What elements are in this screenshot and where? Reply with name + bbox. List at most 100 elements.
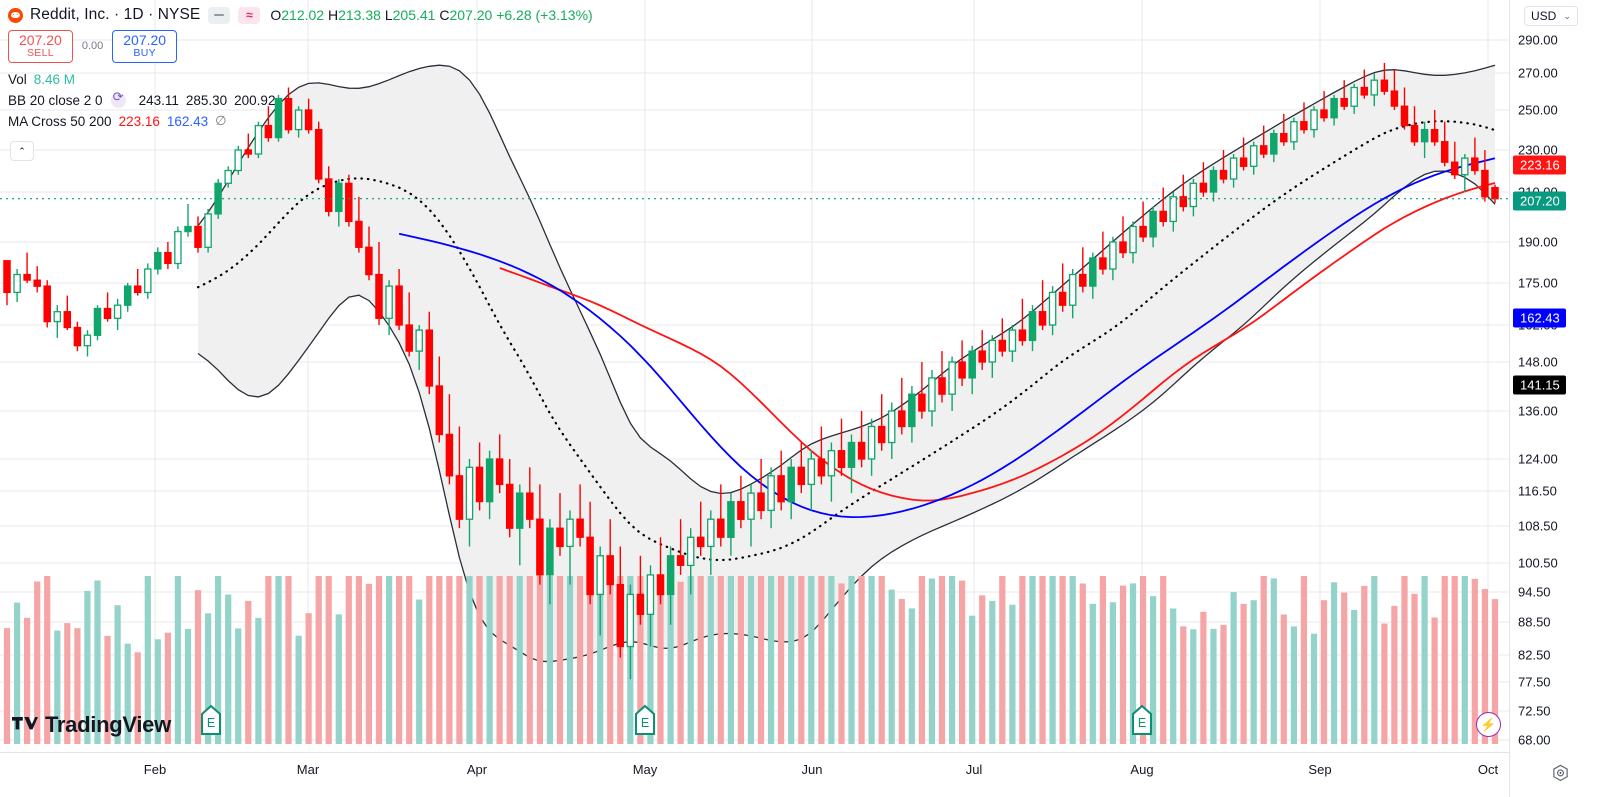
volume-bar [255, 617, 262, 744]
candlesticks [3, 62, 1499, 680]
candle-body [1119, 241, 1127, 254]
candle-body [1350, 86, 1358, 107]
time-tick: Apr [466, 762, 488, 777]
volume-bar [1200, 611, 1207, 744]
volume-bar [587, 576, 594, 744]
candle-body [887, 410, 896, 444]
candle-body [475, 466, 484, 503]
price-badge[interactable]: 223.16 [1513, 155, 1566, 175]
volume-bar [466, 576, 473, 744]
volume-bar [597, 576, 604, 744]
candle-body [616, 583, 625, 648]
volume-bar [1019, 576, 1026, 744]
price-badge[interactable]: 141.15 [1513, 375, 1566, 395]
candle-body [1099, 257, 1107, 270]
volume-bar [657, 576, 664, 744]
volume-bar [727, 576, 734, 744]
candle-body [274, 97, 283, 139]
price-tick: 77.50 [1518, 674, 1551, 690]
volume-bar [1461, 576, 1468, 744]
price-tick: 100.50 [1518, 555, 1558, 571]
volume-bar [1150, 596, 1157, 744]
candle-body [928, 377, 936, 412]
volume-bar [577, 576, 584, 744]
volume-bar [44, 576, 51, 744]
candle-body [234, 149, 242, 172]
candle-body [998, 339, 1007, 352]
volume-bar [1260, 576, 1267, 744]
candle-body [606, 555, 614, 586]
candle-body [1129, 225, 1137, 254]
volume-bar [245, 600, 252, 744]
candle-body [1259, 145, 1268, 155]
volume-bar [194, 590, 202, 744]
volume-bar [1290, 626, 1297, 744]
volume-bar [1471, 578, 1478, 744]
price-tick: 88.50 [1518, 614, 1551, 630]
price-tick: 108.50 [1518, 518, 1558, 534]
volume-bar [295, 635, 302, 744]
candle-body [1018, 329, 1027, 342]
candle-body [23, 273, 31, 281]
volume-bar [84, 590, 91, 744]
candle-body [807, 458, 816, 486]
candle-body [1089, 257, 1097, 287]
volume-bar [14, 602, 21, 744]
candle-body [737, 501, 745, 520]
candle-body [636, 593, 645, 615]
volume-bar [114, 605, 121, 744]
earnings-label: E [641, 716, 649, 730]
candle-body [827, 450, 836, 477]
candle-body [596, 555, 604, 596]
volume-bar [1320, 600, 1328, 744]
time-axis[interactable]: Feb Mar Apr May Jun Jul Aug Sep Oct [0, 752, 1609, 797]
volume-bar [647, 576, 654, 744]
volume-bar [757, 576, 765, 744]
candle-body [988, 339, 997, 363]
time-tick: Jul [965, 762, 983, 777]
candle-body [1008, 329, 1017, 352]
candle-body [777, 475, 785, 503]
price-badge[interactable]: 162.43 [1513, 308, 1566, 328]
candle-body [365, 246, 373, 276]
volume-bar [908, 608, 915, 744]
volume-bar [436, 576, 443, 744]
candle-body [103, 307, 112, 320]
time-tick: Feb [143, 762, 167, 777]
price-axis[interactable]: USD ⌄ 290.00270.00250.00230.00210.00190.… [1509, 0, 1609, 752]
price-tick: 68.00 [1518, 732, 1551, 748]
candle-body [1149, 210, 1157, 238]
candle-body [33, 279, 41, 287]
candle-body [747, 492, 755, 520]
volume-bar [174, 576, 181, 744]
candle-body [1239, 157, 1248, 167]
bollinger-upper [197, 64, 1496, 495]
target-settings-icon[interactable] [1551, 764, 1570, 783]
candle-body [1280, 132, 1288, 143]
candle-body [1320, 109, 1328, 119]
candle-body [696, 536, 705, 548]
volume-bar [717, 576, 724, 744]
volume-bar [34, 581, 41, 744]
volume-bar [1391, 605, 1398, 744]
volume-bar [938, 576, 946, 744]
volume-bar [546, 576, 553, 744]
volume-bar [979, 595, 986, 744]
volume-bar [737, 576, 744, 744]
candle-body [355, 220, 363, 248]
volume-bar [1431, 617, 1438, 744]
volume-bar [305, 613, 312, 744]
price-badge[interactable]: 207.20 [1513, 191, 1566, 211]
replay-lightning-button[interactable]: ⚡ [1476, 712, 1501, 737]
candle-body [455, 475, 464, 520]
volume-bar [1140, 576, 1147, 744]
currency-selector[interactable]: USD ⌄ [1524, 6, 1578, 26]
volume-bar [1180, 626, 1187, 744]
candle-body [1440, 141, 1449, 163]
bollinger-lower [197, 170, 1496, 663]
collapse-legend-button[interactable]: ⌃ [10, 141, 34, 161]
candle-body [3, 260, 11, 294]
price-tick: 230.00 [1518, 142, 1558, 158]
candle-body [1340, 97, 1348, 107]
